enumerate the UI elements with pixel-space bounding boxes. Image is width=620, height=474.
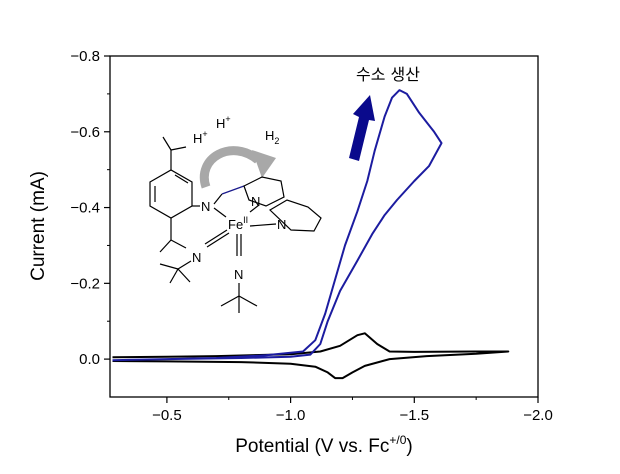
x-tick-label: −1.5 bbox=[399, 407, 429, 424]
y-axis-label: Current (mA) bbox=[28, 171, 49, 281]
gray-arrowhead-icon bbox=[252, 150, 276, 178]
y-tick-label: −0.8 bbox=[70, 48, 100, 65]
atom-n-nitrile-1: N bbox=[192, 250, 201, 265]
x-tick-label: −2.0 bbox=[523, 407, 553, 424]
h-plus-label-1: H+ bbox=[193, 129, 208, 146]
y-tick-label: −0.2 bbox=[70, 275, 100, 292]
series-line-blue bbox=[112, 89, 443, 362]
plot-frame bbox=[109, 55, 539, 398]
catalyst-structure: H+ H+ H2 N N N N N FeII bbox=[149, 114, 322, 313]
x-tick-label: −1.0 bbox=[276, 407, 306, 424]
atom-n-bipyridine: N bbox=[277, 217, 286, 232]
data-series bbox=[112, 89, 510, 380]
x-tick-label: −0.5 bbox=[152, 407, 182, 424]
y-tick-label: −0.6 bbox=[70, 124, 100, 141]
y-tick-label: 0.0 bbox=[79, 351, 100, 368]
atom-fe: FeII bbox=[228, 215, 248, 232]
axis-ticks: −0.5 −1.0 −1.5 −2.0 0.0 −0.2 −0.4 −0.6 −0.8 bbox=[70, 48, 552, 424]
atom-n-imine: N bbox=[201, 199, 210, 214]
h-plus-label-2: H+ bbox=[216, 114, 231, 131]
y-tick-label: −0.4 bbox=[70, 200, 100, 217]
series-line-black bbox=[112, 332, 510, 380]
x-axis-label: Potential (V vs. Fc+/0) bbox=[235, 433, 413, 457]
blue-up-arrow-icon bbox=[349, 95, 375, 161]
h2-label: H2 bbox=[265, 128, 279, 146]
atom-n-nitrile-2: N bbox=[234, 267, 243, 282]
atom-n-pyridine: N bbox=[251, 194, 260, 209]
gray-curved-arrow-icon bbox=[199, 146, 261, 189]
hydrogen-production-annotation: 수소 생산 bbox=[356, 65, 420, 84]
